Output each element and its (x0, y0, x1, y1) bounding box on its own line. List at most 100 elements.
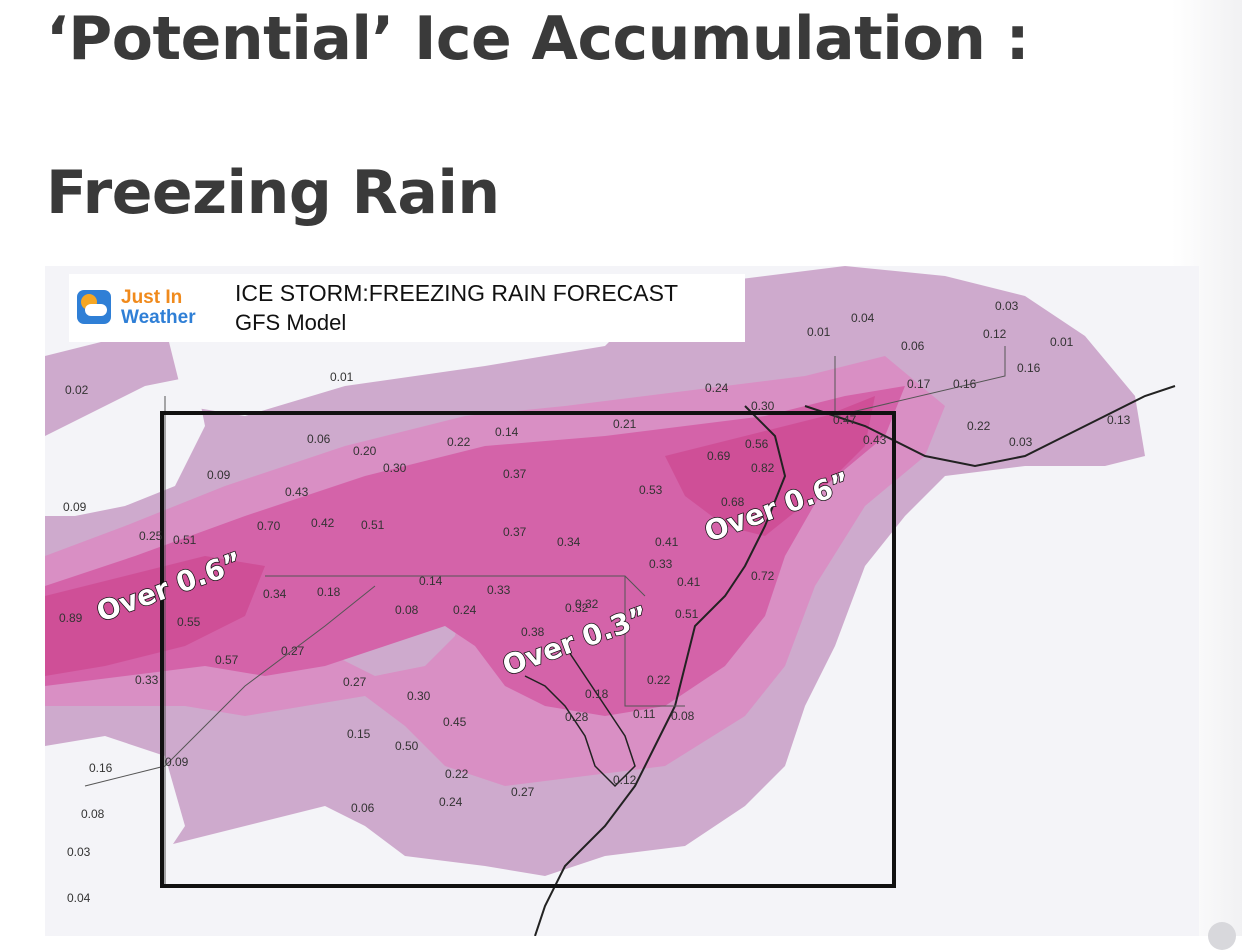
page-title-line-1: ‘Potential’ Ice Accumulation : (46, 4, 1030, 74)
value-label: 0.34 (557, 535, 581, 549)
value-label: 0.28 (565, 710, 589, 724)
bay-outline (524, 645, 636, 788)
value-label: 0.01 (330, 370, 354, 384)
value-label: 0.38 (521, 625, 545, 639)
value-label: 0.89 (59, 611, 83, 625)
value-label: 0.51 (361, 518, 385, 532)
value-label: 0.41 (677, 575, 701, 589)
value-label: 0.24 (705, 381, 729, 395)
value-label: 0.47 (833, 413, 857, 427)
value-label: 0.32 (575, 597, 599, 611)
value-label: 0.14 (495, 425, 519, 439)
logo-text-line-2: Weather (121, 307, 196, 328)
weather-badge-icon (77, 290, 111, 324)
value-label: 0.12 (613, 773, 637, 787)
value-label: 0.32 (565, 601, 589, 615)
value-label: 0.30 (407, 689, 431, 703)
coastline (534, 405, 787, 936)
value-label: 0.33 (487, 583, 511, 597)
value-label: 0.33 (649, 557, 673, 571)
value-label: 0.03 (1009, 435, 1033, 449)
state-border-3 (84, 585, 376, 787)
value-label: 0.27 (343, 675, 367, 689)
value-label: 0.01 (1050, 335, 1074, 349)
page-title-line-2: Freezing Rain (46, 158, 500, 228)
value-label: 0.12 (983, 327, 1007, 341)
value-label: 0.09 (207, 468, 231, 482)
value-label: 0.16 (89, 761, 113, 775)
value-label: 0.51 (173, 533, 197, 547)
value-label: 0.30 (383, 461, 407, 475)
value-label: 0.17 (907, 377, 931, 391)
value-label: 0.34 (263, 587, 287, 601)
just-in-weather-logo: Just In Weather (77, 282, 227, 336)
value-label: 0.24 (439, 795, 463, 809)
value-label: 0.53 (639, 483, 663, 497)
value-label: 0.16 (1017, 361, 1041, 375)
value-label: 0.27 (511, 785, 535, 799)
value-label: 0.27 (281, 644, 305, 658)
value-label: 0.09 (63, 500, 87, 514)
value-label: 0.06 (901, 339, 925, 353)
value-label: 0.42 (311, 516, 335, 530)
value-label: 0.18 (317, 585, 341, 599)
value-label: 0.43 (285, 485, 309, 499)
value-label: 0.37 (503, 467, 527, 481)
value-label: 0.20 (353, 444, 377, 458)
value-label: 0.16 (953, 377, 977, 391)
value-label: 0.82 (751, 461, 775, 475)
value-label: 0.69 (707, 449, 731, 463)
focus-area-box (160, 411, 896, 888)
value-label: 0.21 (613, 417, 637, 431)
value-label: 0.43 (863, 433, 887, 447)
value-label: 0.41 (655, 535, 679, 549)
value-label: 0.18 (585, 687, 609, 701)
value-label: 0.06 (351, 801, 375, 815)
value-label: 0.50 (395, 739, 419, 753)
value-label: 0.14 (419, 574, 443, 588)
value-label: 0.68 (721, 495, 745, 509)
value-label: 0.22 (967, 419, 991, 433)
value-label: 0.13 (1107, 413, 1131, 427)
value-label: 0.33 (135, 673, 159, 687)
forecast-map-graphic: 0.02 0.09 0.09 0.01 0.06 0.20 0.22 0.14 … (45, 266, 1176, 936)
northeast-coast (804, 385, 1176, 468)
map-legend: Just In Weather ICE STORM:FREEZING RAIN … (69, 274, 745, 342)
value-label: 0.70 (257, 519, 281, 533)
value-label: 0.22 (447, 435, 471, 449)
value-label: 0.24 (453, 603, 477, 617)
value-label: 0.15 (347, 727, 371, 741)
ice-band-heavy-west (45, 556, 265, 676)
value-label: 0.08 (395, 603, 419, 617)
value-label: 0.45 (443, 715, 467, 729)
value-label: 0.09 (165, 755, 189, 769)
value-label: 0.55 (177, 615, 201, 629)
scroll-button[interactable] (1208, 922, 1236, 950)
value-label: 0.72 (751, 569, 775, 583)
value-label: 0.57 (215, 653, 239, 667)
value-label: 0.37 (503, 525, 527, 539)
value-label: 0.04 (851, 311, 875, 325)
map-title: ICE STORM:FREEZING RAIN FORECAST (235, 280, 678, 306)
value-label: 0.04 (67, 891, 91, 905)
value-label: 0.22 (445, 767, 469, 781)
cloud-icon (85, 304, 107, 316)
value-label: 0.56 (745, 437, 769, 451)
value-label: 0.06 (307, 432, 331, 446)
value-label: 0.30 (751, 399, 775, 413)
map-subtitle: GFS Model (235, 310, 347, 335)
value-label: 0.11 (633, 707, 656, 721)
value-label: 0.08 (671, 709, 695, 723)
value-label: 0.08 (81, 807, 105, 821)
ice-band-heavy-east (665, 396, 875, 536)
value-label: 0.02 (65, 383, 89, 397)
value-labels: 0.02 0.09 0.09 0.01 0.06 0.20 0.22 0.14 … (59, 299, 1131, 905)
state-border-4 (834, 346, 1006, 417)
value-label: 0.25 (139, 529, 163, 543)
ice-accumulation-map: 0.02 0.09 0.09 0.01 0.06 0.20 0.22 0.14 … (45, 266, 1199, 936)
value-label: 0.22 (647, 673, 671, 687)
logo-text-line-1: Just In (121, 287, 183, 308)
clear-area-south (45, 736, 185, 916)
value-label: 0.03 (67, 845, 91, 859)
value-label: 0.01 (807, 325, 831, 339)
